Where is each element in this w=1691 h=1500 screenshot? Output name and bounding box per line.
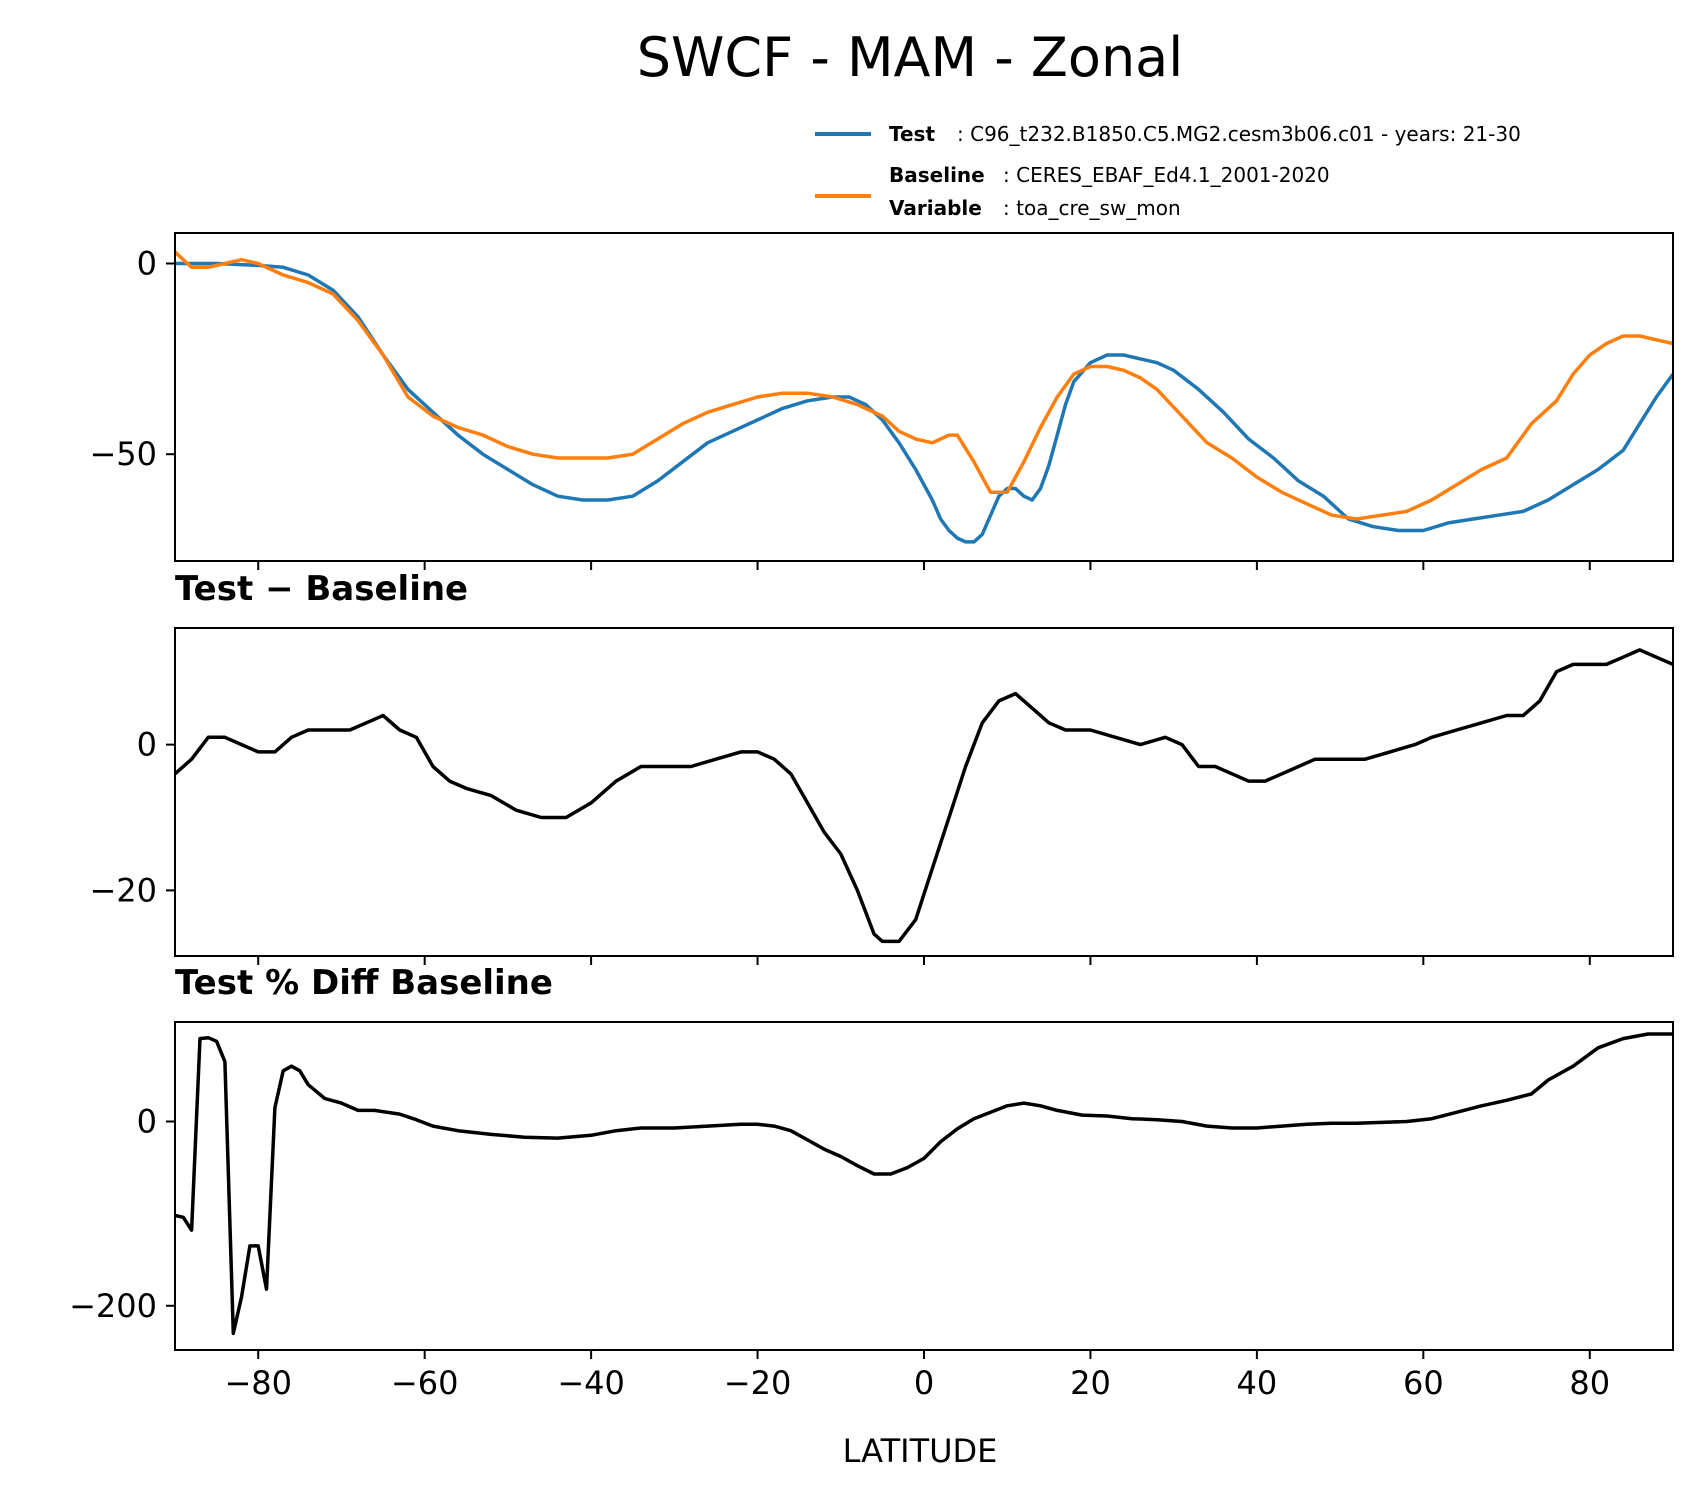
y-tick-label: −50 — [89, 435, 157, 473]
panel-zonal-mean: 0 −50 — [89, 232, 1674, 570]
x-tick-label: 60 — [1403, 1364, 1444, 1402]
series-line-difference — [175, 648, 1673, 944]
series-line-baseline — [175, 250, 1673, 521]
legend-variable-colon: : — [1003, 196, 1016, 220]
legend-baseline-text: CERES_EBAF_Ed4.1_2001-2020 — [1016, 163, 1330, 187]
y-tick-label: −20 — [89, 871, 157, 909]
series-line-test — [175, 261, 1673, 544]
x-tick-label: −40 — [557, 1364, 625, 1402]
legend-variable-key: Variable — [889, 196, 982, 220]
x-axis-label: LATITUDE — [843, 1432, 998, 1470]
legend-test-text: C96_t232.B1850.C5.MG2.cesm3b06.c01 - yea… — [970, 122, 1521, 146]
x-tick-label: −80 — [224, 1364, 292, 1402]
y-tick-label: 0 — [137, 726, 157, 764]
legend-baseline-colon: : — [1003, 163, 1016, 187]
x-tick-label: −60 — [391, 1364, 459, 1402]
x-tick-label: 80 — [1569, 1364, 1610, 1402]
axes-frame — [174, 627, 1674, 957]
legend-test-key: Test — [889, 122, 935, 146]
panel-difference: 0 −20 Test − Baseline — [89, 569, 1674, 965]
y-tick-label: 0 — [137, 245, 157, 283]
legend-baseline-key: Baseline — [889, 163, 985, 187]
x-tick-label: 0 — [914, 1364, 934, 1402]
panel-title: Test % Diff Baseline — [175, 963, 553, 1003]
panel-title: Test − Baseline — [175, 569, 468, 609]
legend-test-colon: : — [957, 122, 970, 146]
x-tick-label: −20 — [724, 1364, 792, 1402]
axes-frame — [174, 1021, 1674, 1351]
axes-frame — [174, 232, 1674, 562]
y-tick-label: 0 — [137, 1103, 157, 1141]
series-line-difference — [175, 1032, 1673, 1336]
legend-variable-value: : toa_cre_sw_mon — [1003, 196, 1181, 220]
figure-title: SWCF - MAM - Zonal — [637, 26, 1184, 89]
legend-variable-text: toa_cre_sw_mon — [1016, 196, 1181, 220]
y-tick-label: −200 — [69, 1287, 157, 1325]
legend-baseline-value: : CERES_EBAF_Ed4.1_2001-2020 — [1003, 163, 1330, 187]
legend-test-value: : C96_t232.B1850.C5.MG2.cesm3b06.c01 - y… — [957, 122, 1521, 146]
legend: Test : C96_t232.B1850.C5.MG2.cesm3b06.c0… — [815, 122, 1521, 220]
x-tick-label: 20 — [1070, 1364, 1111, 1402]
x-tick-label: 40 — [1237, 1364, 1278, 1402]
